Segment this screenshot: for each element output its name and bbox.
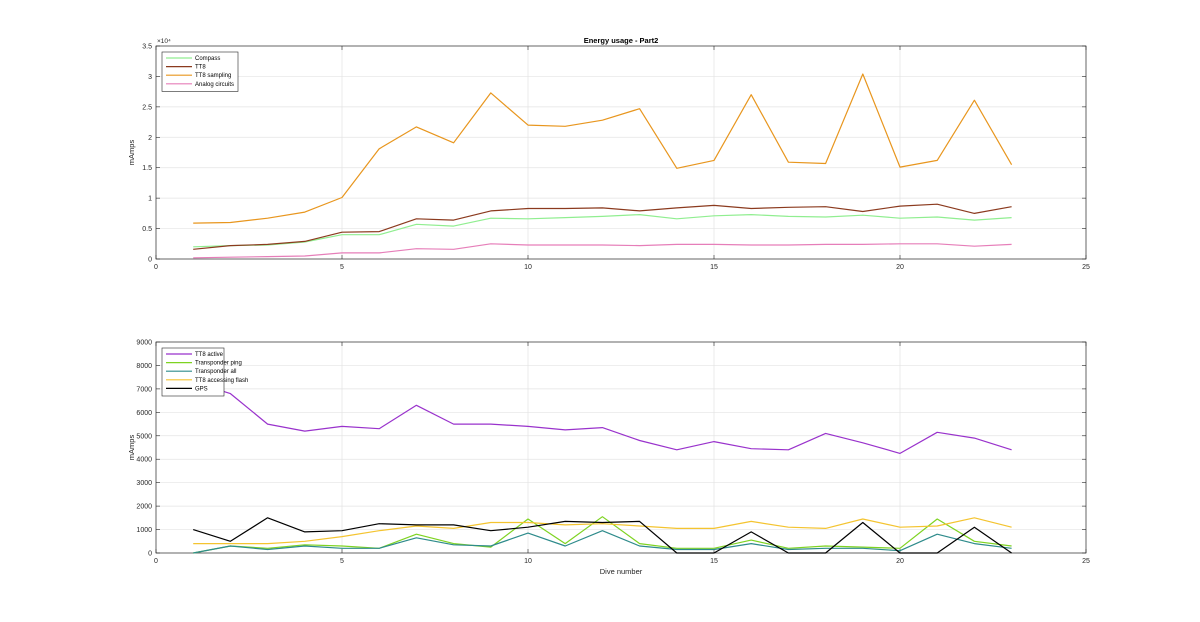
y-tick-label: 1000 [136,527,152,534]
y-tick-label: 9000 [136,340,152,347]
y-axis-label: mAmps [127,435,136,461]
bottom-axes: 0 5 10 15 20 25 0 1000 2000 3000 4000 5000 6000 7000 8… [127,340,1090,577]
x-tick-label: 20 [896,264,904,271]
series-line-tt8-sampling [193,73,1013,224]
series-line-gps [193,517,1012,554]
y-tick-label: 6000 [136,410,152,417]
legend-entry: Transponder all [195,369,236,375]
x-tick-label: 0 [154,264,158,271]
series-line-transponder-all [193,530,1012,554]
chart-title: Energy usage - Part2 [584,36,659,45]
top-axes: 0 5 10 15 20 25 0 0.5 1 1.5 2 2.5 3 3.5 ×10⁴ Energy usa… [127,36,1090,271]
x-axis-label: Dive number [600,567,643,576]
series-line-analog-circuits [193,243,1012,259]
y-tick-label: 3 [148,74,152,81]
y-axis-label: mAmps [127,140,136,166]
legend-entry: Transponder ping [195,361,242,367]
y-tick-label: 3000 [136,480,152,487]
y-tick-label: 1.5 [142,165,152,172]
legend-entry: TT8 active [195,352,224,358]
series-line-tt8-active [193,381,1012,454]
y-tick-label: 3.5 [142,44,152,51]
y-tick-label: 2 [148,135,152,142]
y-tick-label: 0 [148,257,152,264]
x-tick-label: 5 [340,558,344,565]
y-tick-label: 0.5 [142,226,152,233]
x-tick-label: 10 [524,558,532,565]
legend-entry: Analog circuits [195,82,234,88]
series-line-tt8-accessing-flash [193,517,1012,545]
y-tick-label: 2000 [136,504,152,511]
y-tick-label: 5000 [136,433,152,440]
y-tick-label: 7000 [136,386,152,393]
x-tick-label: 20 [896,558,904,565]
x-tick-label: 25 [1082,264,1090,271]
y-tick-label: 1 [148,196,152,203]
x-tick-label: 5 [340,264,344,271]
series-line-compass [193,214,1012,248]
legend-entry: Compass [195,56,220,62]
y-tick-label: 2.5 [142,104,152,111]
legend-entry: GPS [195,386,208,392]
y-exponent-label: ×10⁴ [157,38,171,45]
x-tick-label: 15 [710,558,718,565]
axes-box [155,341,1087,554]
y-tick-label: 8000 [136,363,152,370]
x-tick-label: 0 [154,558,158,565]
legend-entry: TT8 [195,65,206,71]
series-line-tt8 [193,203,1012,250]
x-tick-label: 15 [710,264,718,271]
legend-entry: TT8 sampling [195,73,231,79]
y-tick-label: 4000 [136,457,152,464]
series-line-transponder-ping [193,516,1012,554]
x-tick-label: 10 [524,264,532,271]
legend-entry: TT8 accessing flash [195,378,248,384]
axes-box [155,45,1087,260]
x-tick-label: 25 [1082,558,1090,565]
y-tick-label: 0 [148,551,152,558]
